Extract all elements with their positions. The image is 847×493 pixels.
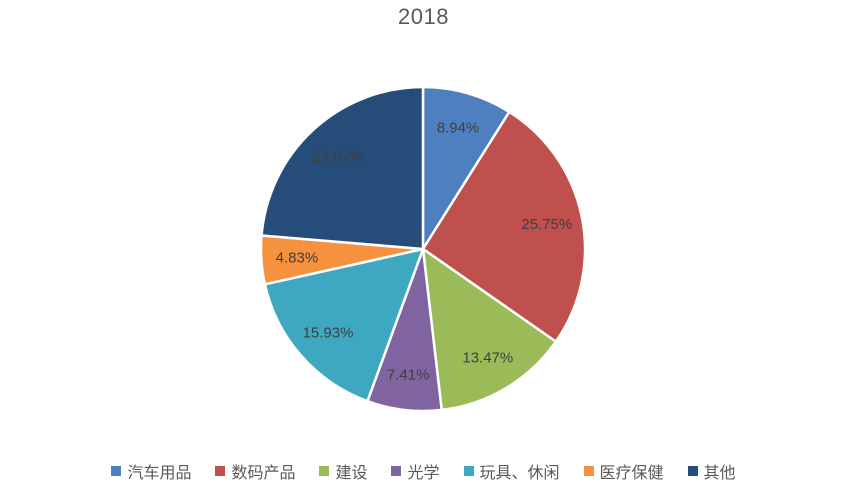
legend-swatch-icon	[391, 466, 402, 476]
chart-title: 2018	[398, 4, 449, 29]
legend-item-1: 汽车用品	[111, 459, 191, 483]
legend-swatch-icon	[215, 466, 226, 476]
slice-label-5: 15.93%	[303, 324, 354, 341]
slice-label-2: 25.75%	[521, 216, 572, 233]
legend-label: 汽车用品	[127, 465, 192, 482]
legend-item-5: 玩具、休闲	[463, 459, 560, 483]
legend-swatch-icon	[687, 466, 698, 476]
legend-label: 其他	[703, 465, 736, 482]
chart-legend: 汽车用品 数码产品 建设 光学 玩具、休闲 医疗保健 其他	[0, 459, 847, 483]
slice-label-6: 4.83%	[276, 250, 319, 267]
legend-item-3: 建设	[319, 459, 367, 483]
legend-label: 光学	[407, 465, 440, 482]
legend-item-7: 其他	[687, 459, 736, 483]
pie-slice-2	[421, 110, 587, 343]
legend-item-2: 数码产品	[215, 459, 295, 483]
legend-label: 建设	[335, 465, 368, 482]
legend-swatch-icon	[319, 466, 330, 476]
legend-swatch-icon	[111, 466, 122, 476]
legend-label: 数码产品	[231, 465, 296, 482]
pie-slice-7	[260, 85, 425, 251]
slice-label-1: 8.94%	[437, 120, 480, 137]
pie-slice-3	[421, 247, 558, 412]
slice-label-3: 13.47%	[462, 350, 513, 367]
slice-label-4: 7.41%	[387, 367, 430, 384]
legend-swatch-icon	[583, 466, 594, 476]
slice-label-7: 23.67%	[312, 148, 363, 165]
pie-slice-5	[263, 247, 425, 403]
legend-item-6: 医疗保健	[583, 459, 664, 483]
pie-slice-1	[421, 85, 511, 251]
legend-item-4: 光学	[391, 459, 440, 483]
legend-swatch-icon	[463, 466, 474, 476]
legend-label: 玩具、休闲	[479, 465, 560, 482]
legend-label: 医疗保健	[599, 465, 664, 482]
